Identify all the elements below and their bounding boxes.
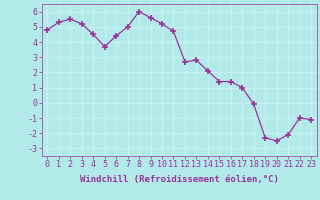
X-axis label: Windchill (Refroidissement éolien,°C): Windchill (Refroidissement éolien,°C) xyxy=(80,175,279,184)
